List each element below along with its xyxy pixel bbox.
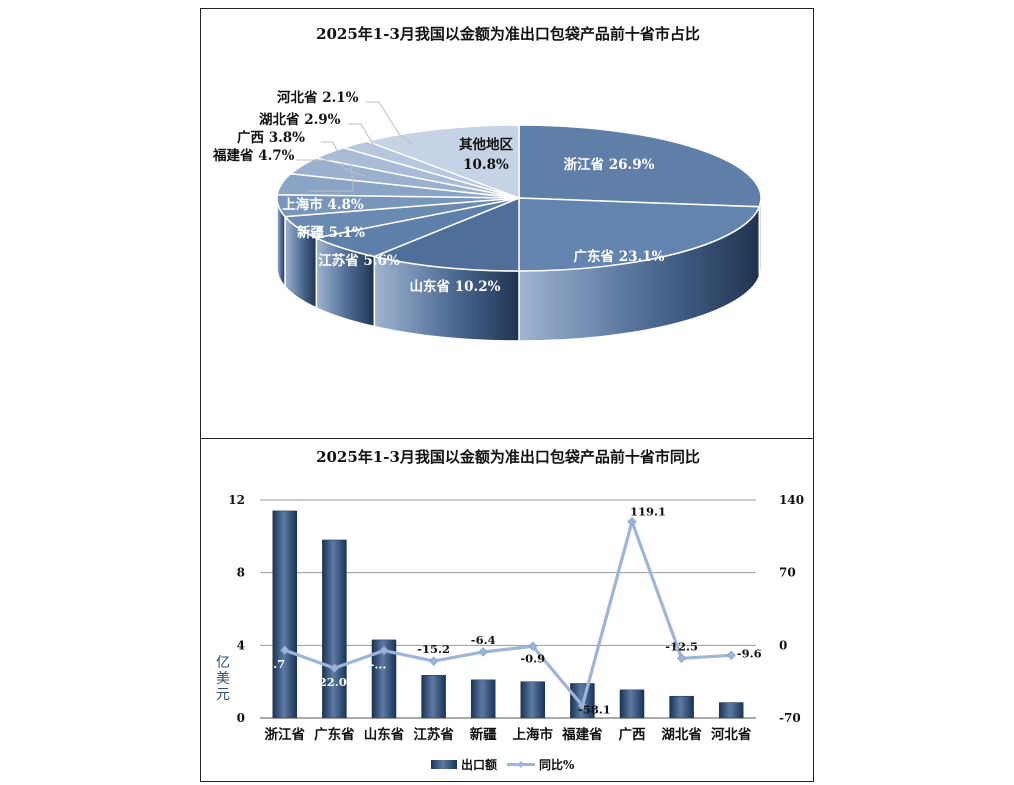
x-tick-label-4: 新疆 [470,726,497,743]
yoy-marker-5 [528,641,538,651]
yoy-data-label-0: -4.7 [260,657,285,671]
bar-e5b9bfe4b89ce79c81 [322,539,347,719]
x-tick-label-3: 江苏省 [413,726,454,743]
pie-chart-panel: 2025年1-3月我国以金额为准出口包袋产品前十省市占比 浙江省 26.9% 广东… [200,8,814,439]
x-tick-label-8: 湖北省 [661,726,702,743]
bar-e6b19fe88b8fe79c81 [421,675,446,719]
yoy-data-label-1: -22.0 [314,675,347,689]
pie-leader-7 [321,141,366,177]
bar-e6b599e6b19fe79c81 [272,510,298,719]
pie-label-3: 江苏省 5.6% [318,252,400,269]
yoy-data-label-6: -58.1 [578,703,611,717]
y2-tick-label--70: -70 [779,711,801,725]
yoy-data-label-9: -9.6 [737,646,762,660]
yoy-data-label-7: 119.1 [630,505,666,519]
bar-chart-title: 2025年1-3月我国以金额为准出口包袋产品前十省市同比 [316,448,700,466]
pie-label-2: 山东省 10.2% [410,278,501,295]
legend-bar-swatch [431,760,457,769]
y2-tick-label-70: 70 [779,566,796,580]
pie-label-1: 广东省 23.1% [574,248,665,265]
pie-leader-6 [296,159,354,192]
yoy-data-label-2: -... [370,658,387,672]
pie-label-5: 上海市 4.8% [282,196,364,213]
yoy-line [284,520,732,708]
yoy-data-label-3: -15.2 [417,642,450,656]
bar-e4b88ae6b5b7e5b882 [520,681,546,719]
legend-line-marker [517,761,525,768]
yoy-data-label-4: -6.4 [471,633,496,647]
pie-label-9: 河北省 2.1% [277,89,359,106]
yoy-data-label-8: -12.5 [665,639,698,653]
x-tick-label-1: 广东省 [314,726,355,743]
pie-label-10: 其他地区 [459,136,513,153]
yoy-marker-7 [627,516,637,527]
pie-label-6: 福建省 4.7% [212,147,295,164]
x-tick-label-6: 福建省 [561,726,603,743]
yoy-marker-8 [676,653,687,664]
y2-tick-label-140: 140 [779,493,804,507]
bar-chart-panel: 2025年1-3月我国以金额为准出口包袋产品前十省市同比 -4.7 -22.0 -.… [200,438,814,782]
y-axis-title-char-0: 亿 [216,655,230,671]
x-tick-label-5: 上海市 [513,726,554,743]
pie-label-10-pct: 10.8% [463,157,509,173]
legend-line-label: 同比% [539,757,575,772]
bar-e6b2b3e58c97e79c81 [718,702,744,719]
yoy-marker-4 [478,647,488,657]
y-tick-label-12: 12 [228,493,245,507]
pie-label-8: 湖北省 2.9% [259,111,341,128]
yoy-marker-6 [577,700,588,711]
yoy-marker-3 [428,656,439,666]
y-axis-title-char-1: 美 [216,671,230,687]
pie-label-0: 浙江省 26.9% [564,156,655,173]
bar-e5b9bfe8a5bf [619,689,645,719]
pie-slice-e5b9bfe4b89ce79c81 [518,197,761,272]
yoy-marker-2 [379,645,389,656]
y-tick-label-8: 8 [237,566,245,580]
yoy-marker-1 [329,663,340,673]
bar-line-chart: 2025年1-3月我国以金额为准出口包袋产品前十省市同比 -4.7 -22.0 -.… [216,448,804,772]
yoy-marker-9 [726,650,736,661]
pie-label-7: 广西 3.8% [237,129,305,146]
bar-e6b996e58c97e79c81 [669,695,694,719]
pie-chart: 2025年1-3月我国以金额为准出口包袋产品前十省市占比 浙江省 26.9% 广东… [212,25,762,342]
x-tick-label-7: 广西 [619,726,646,743]
pie-slice-e585b6e4bb96e59cb0e58cba [364,124,520,200]
pie-leader-8 [348,123,391,160]
pie-label-4: 新疆 5.1% [297,224,365,241]
pie-slice-e6b599e6b19fe79c81 [518,124,762,208]
yoy-data-label-5: -0.9 [520,651,545,665]
bar-e696b0e79686 [470,679,496,719]
legend-bar-label: 出口额 [461,757,497,772]
yoy-marker-0 [280,645,290,655]
x-tick-label-2: 山东省 [364,726,405,743]
x-tick-label-0: 浙江省 [265,726,306,743]
pie-title: 2025年1-3月我国以金额为准出口包袋产品前十省市占比 [316,25,700,43]
pie-leader-9 [366,101,415,146]
y2-tick-label-0: 0 [779,638,787,652]
pie-slice-e5b1b1e4b89ce79c81 [371,196,520,272]
y-tick-label-0: 0 [237,711,245,725]
y-axis-title-char-2: 元 [216,687,230,703]
x-tick-label-9: 河北省 [711,726,752,743]
y-tick-label-4: 4 [237,638,245,652]
